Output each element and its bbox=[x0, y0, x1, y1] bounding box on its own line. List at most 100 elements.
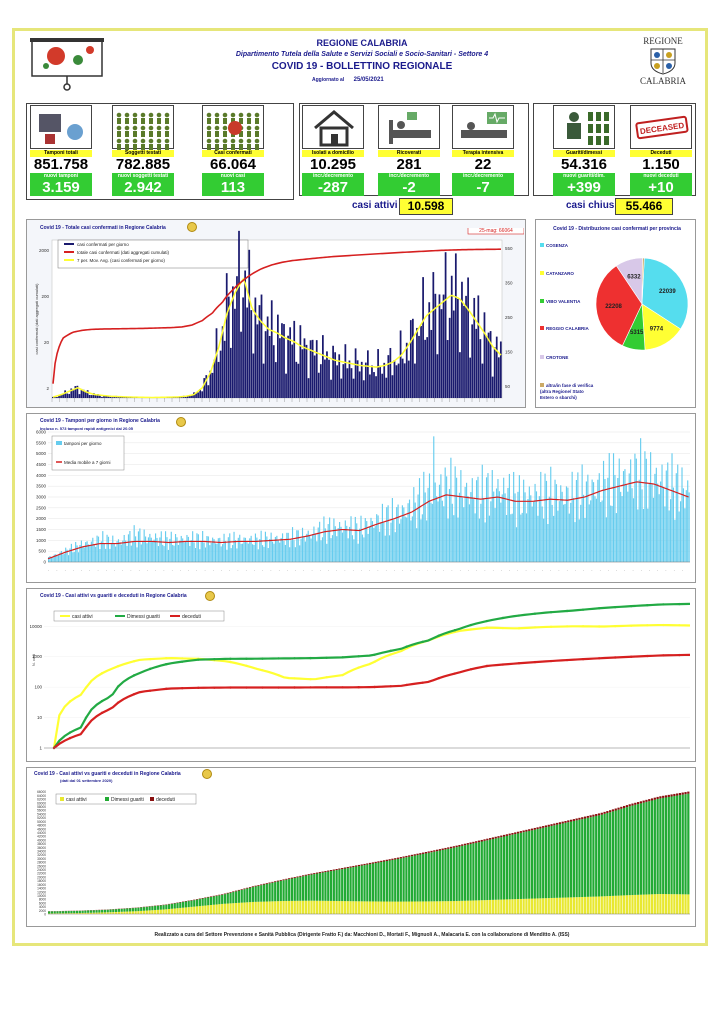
active-cases-bar bbox=[614, 895, 617, 914]
tests-bar bbox=[436, 496, 438, 562]
recovered-bar bbox=[650, 800, 654, 895]
tests-bar bbox=[122, 540, 124, 562]
kpi-label: Casi confermati bbox=[202, 150, 264, 157]
tests-bar bbox=[146, 543, 148, 562]
cumulative-cases-line bbox=[52, 248, 501, 384]
recovered-bar bbox=[313, 874, 316, 901]
tests-bar bbox=[650, 452, 652, 562]
slice-value-label: 5315 bbox=[630, 330, 644, 336]
daily-case-bar bbox=[497, 357, 500, 398]
tests-bar bbox=[253, 545, 255, 562]
daily-case-bar bbox=[88, 394, 91, 398]
tests-bar bbox=[525, 513, 528, 562]
kpi-value: 10.295 bbox=[302, 157, 364, 172]
kpi-value: 54.316 bbox=[553, 157, 615, 172]
recovered-bar bbox=[324, 872, 327, 901]
series-point bbox=[197, 658, 200, 661]
tests-bar bbox=[271, 541, 274, 562]
tests-bar bbox=[293, 540, 295, 562]
active-cases-bar bbox=[556, 897, 559, 914]
moving-average-line bbox=[47, 481, 689, 560]
x-tick-label: · bbox=[591, 568, 592, 573]
tests-bar bbox=[661, 464, 663, 562]
kpi-value: 22 bbox=[452, 157, 514, 172]
deceased-bar bbox=[611, 809, 615, 812]
tests-bar bbox=[662, 486, 665, 562]
recovered-bar bbox=[664, 797, 668, 895]
tests-bar bbox=[147, 537, 150, 562]
daily-case-bar bbox=[82, 389, 85, 398]
daily-case-bar bbox=[305, 344, 308, 398]
active-cases-bar bbox=[636, 894, 640, 914]
series-point bbox=[181, 657, 184, 660]
slice-value-label: 396 bbox=[639, 256, 650, 258]
recovered-bar bbox=[126, 908, 129, 912]
x-tick-label: · bbox=[567, 568, 568, 573]
tests-bar bbox=[73, 551, 75, 562]
tests-bar bbox=[85, 542, 87, 562]
x-tick-label: · bbox=[525, 568, 526, 573]
tests-bar bbox=[495, 488, 498, 562]
daily-case-bar bbox=[97, 394, 99, 398]
deceased-bar bbox=[262, 883, 266, 885]
recovered-bar bbox=[466, 844, 469, 901]
series-point bbox=[613, 656, 617, 659]
daily-case-bar bbox=[362, 380, 365, 398]
active-cases-bar bbox=[377, 901, 380, 914]
tests-bar bbox=[484, 522, 486, 562]
deceased-bar bbox=[536, 827, 539, 830]
daily-case-bar bbox=[78, 394, 81, 398]
recovered-bar bbox=[103, 909, 107, 913]
x-tick-label: · bbox=[657, 568, 658, 573]
legend-swatch bbox=[540, 243, 544, 247]
tests-bar bbox=[264, 531, 266, 562]
recovered-bar bbox=[514, 834, 517, 900]
y-tick-label: 22000 bbox=[37, 872, 46, 876]
updated-date: 25/05/2021 bbox=[353, 77, 384, 83]
deceased-bar bbox=[329, 870, 333, 872]
series-point bbox=[630, 604, 633, 608]
series-point bbox=[501, 616, 505, 620]
daily-case-bar bbox=[299, 325, 302, 398]
recovered-bar bbox=[215, 895, 218, 905]
recovered-bar bbox=[321, 872, 324, 901]
slice-value-label: 22039 bbox=[659, 289, 676, 295]
recovered-bar bbox=[444, 849, 447, 902]
active-cases-bar bbox=[184, 907, 188, 914]
x-tick-label: · bbox=[246, 568, 247, 573]
daily-case-bar bbox=[405, 342, 408, 398]
daily-case-bar bbox=[236, 276, 238, 398]
deceased-bar bbox=[265, 883, 268, 884]
tests-bar bbox=[677, 464, 679, 562]
active-cases-bar bbox=[360, 901, 363, 914]
active-cases-bar bbox=[50, 913, 54, 914]
deceased-bar bbox=[589, 815, 592, 818]
daily-case-bar bbox=[80, 388, 83, 398]
series-point bbox=[293, 677, 296, 680]
deceased-bar bbox=[296, 876, 299, 878]
tests-bar bbox=[634, 453, 636, 562]
recovered-bar bbox=[628, 806, 631, 896]
recovered-bar bbox=[61, 911, 65, 914]
tests-bar bbox=[474, 513, 476, 562]
recovered-bar bbox=[363, 865, 366, 902]
daily-case-bar bbox=[420, 325, 422, 398]
series-point bbox=[68, 731, 72, 734]
tests-bar bbox=[411, 516, 413, 562]
tests-bar bbox=[320, 540, 322, 562]
tests-bar bbox=[281, 533, 284, 562]
recovered-bar bbox=[413, 855, 416, 902]
active-cases-bar bbox=[441, 901, 444, 914]
series-point bbox=[325, 656, 328, 659]
deceased-bar bbox=[519, 831, 522, 833]
x-tick-label: · bbox=[114, 568, 115, 573]
recovered-bar bbox=[338, 869, 341, 902]
active-cases-bar bbox=[581, 896, 584, 914]
recovered-bar bbox=[656, 798, 659, 895]
kpi-label: Guariti/dimessi bbox=[553, 150, 615, 157]
recovered-icon bbox=[553, 105, 615, 149]
x-tick-label: · bbox=[394, 568, 395, 573]
x-tick-label: · bbox=[270, 568, 271, 573]
series-point bbox=[646, 604, 649, 607]
tests-bar bbox=[270, 532, 272, 562]
